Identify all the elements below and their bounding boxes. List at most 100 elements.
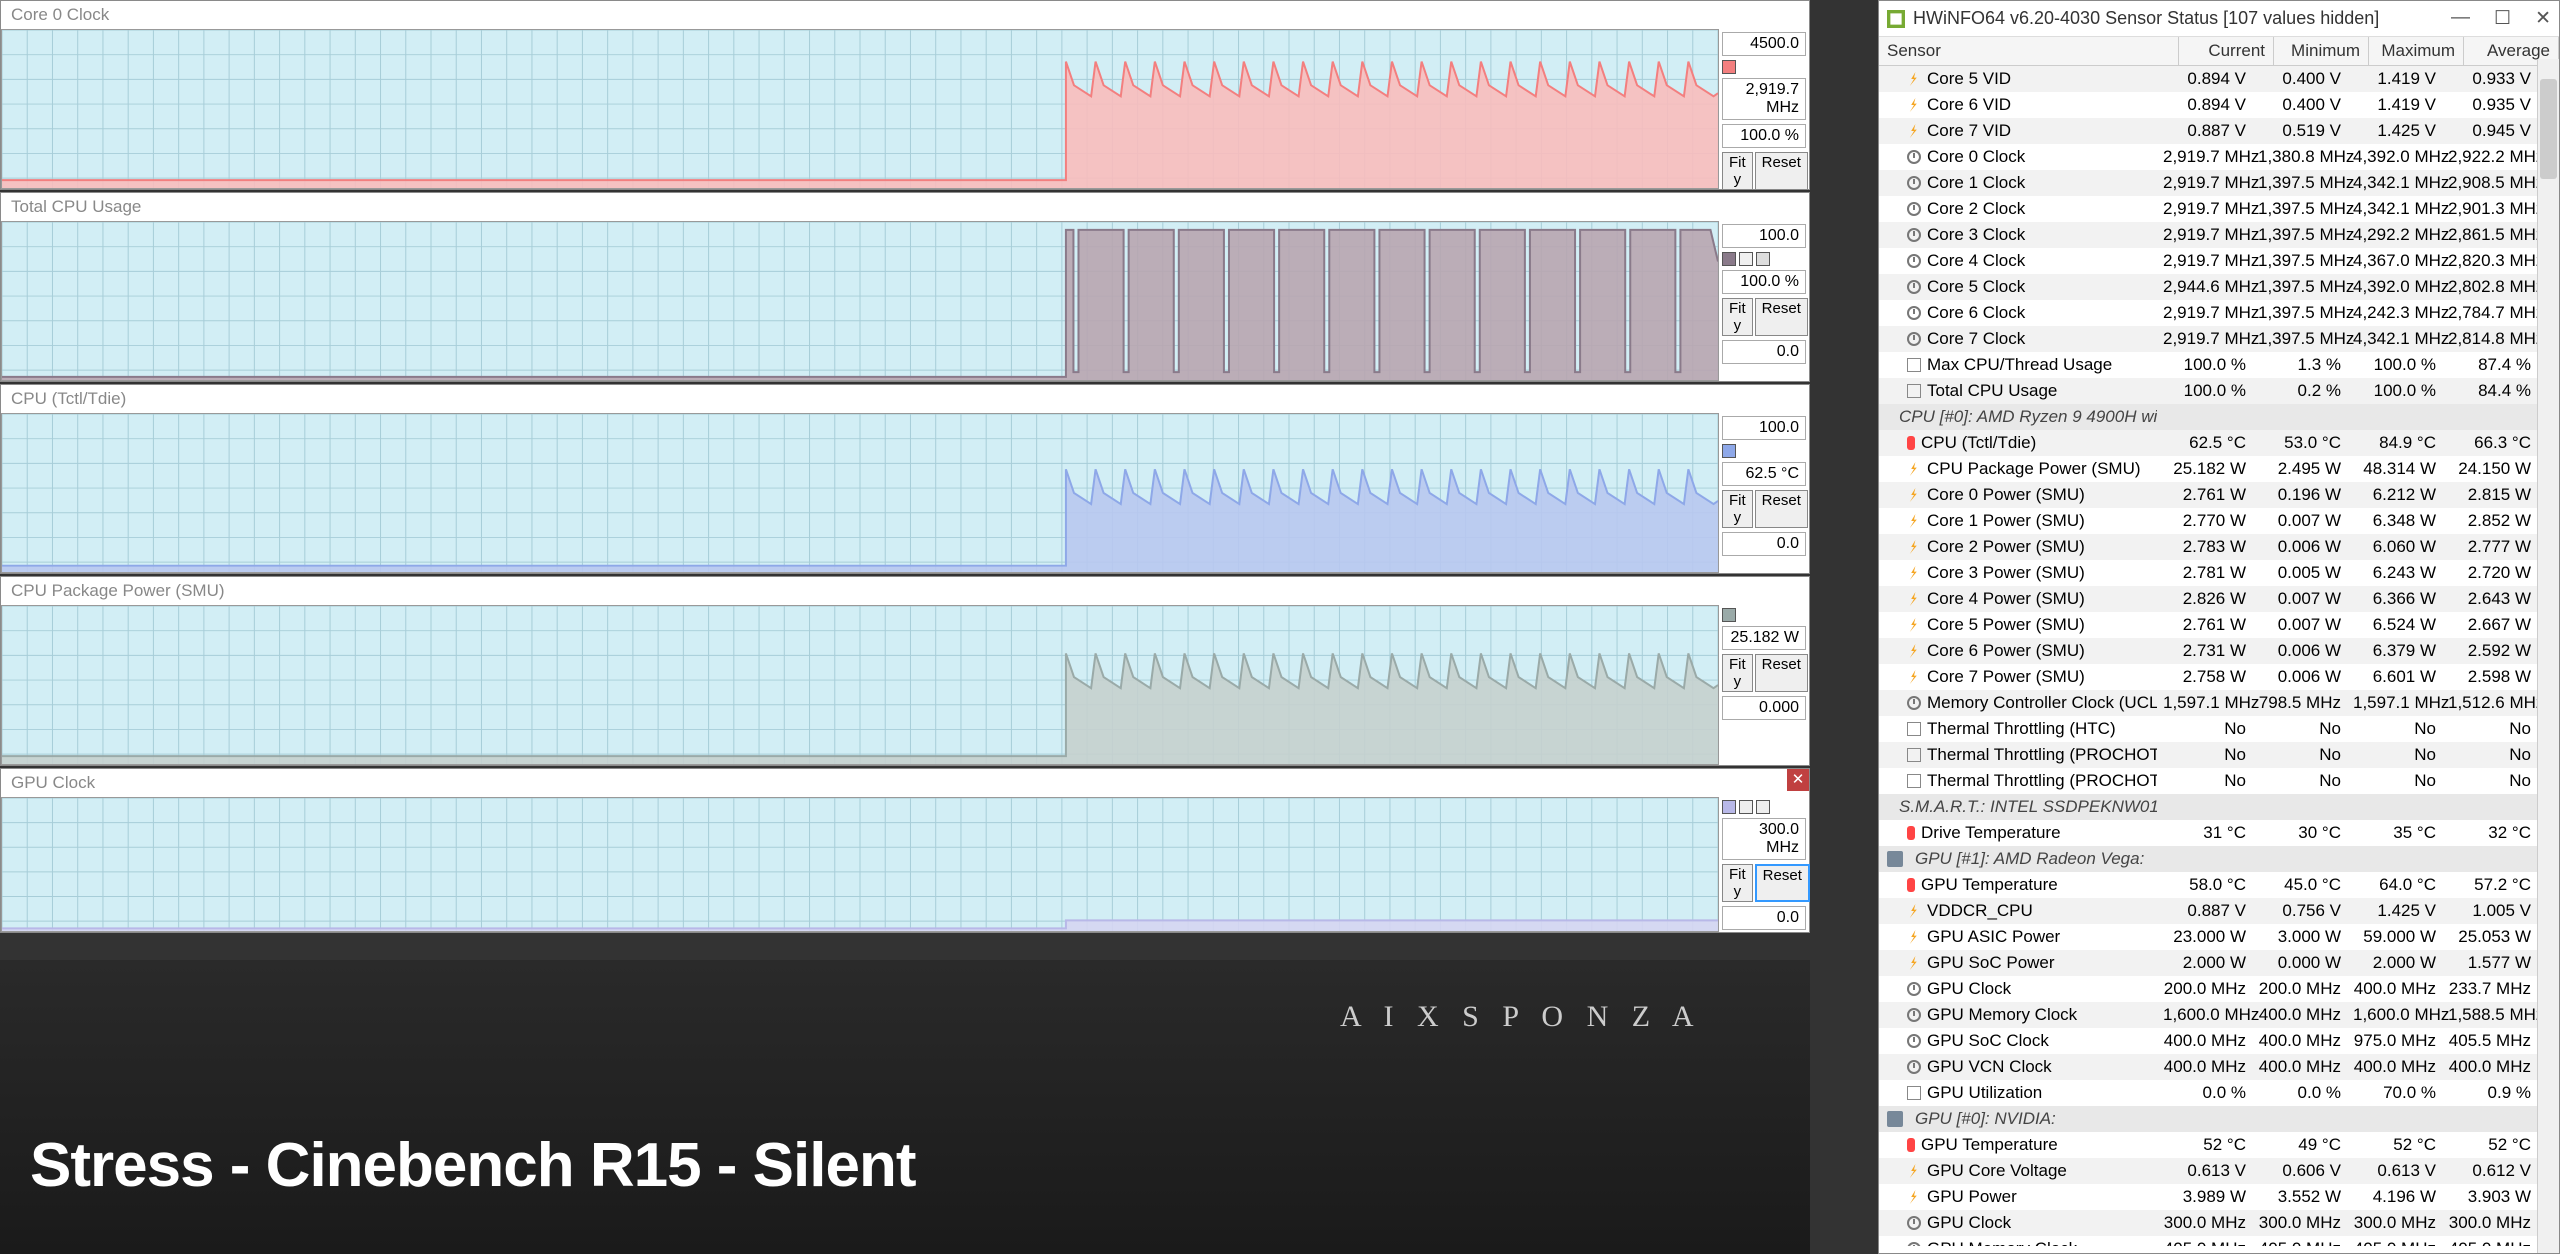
max-value[interactable]: 4500.0 (1722, 32, 1806, 56)
sensor-row[interactable]: GPU Utilization 0.0 % 0.0 % 70.0 % 0.9 % (1879, 1080, 2537, 1106)
scrollbar[interactable] (2537, 59, 2559, 1253)
sensor-row[interactable]: GPU Memory Clock 405.0 MHz 405.0 MHz 405… (1879, 1236, 2537, 1246)
sensor-row[interactable]: GPU VCN Clock 400.0 MHz 400.0 MHz 400.0 … (1879, 1054, 2537, 1080)
sensor-row[interactable]: Total CPU Usage 100.0 % 0.2 % 100.0 % 84… (1879, 378, 2537, 404)
reset-button[interactable]: Reset (1755, 152, 1808, 190)
val-min: 0.519 V (2252, 119, 2347, 143)
reset-button[interactable]: Reset (1755, 298, 1808, 336)
val-avg: 405.0 MHz (2442, 1237, 2537, 1246)
val-current: No (2157, 717, 2252, 741)
minimize-button[interactable]: — (2451, 7, 2470, 30)
sensor-row[interactable]: Drive Temperature 31 °C 30 °C 35 °C 32 °… (1879, 820, 2537, 846)
sensor-name: Max CPU/Thread Usage (1927, 355, 2112, 375)
sensor-row[interactable]: VDDCR_CPU 0.887 V 0.756 V 1.425 V 1.005 … (1879, 898, 2537, 924)
col-sensor[interactable]: Sensor (1879, 37, 2179, 65)
sensor-row[interactable]: CPU (Tctl/Tdie) 62.5 °C 53.0 °C 84.9 °C … (1879, 430, 2537, 456)
val-min (2252, 1117, 2347, 1121)
min-value[interactable]: 0.000 (1722, 696, 1806, 720)
sensor-row[interactable]: Core 0 Power (SMU) 2.761 W 0.196 W 6.212… (1879, 482, 2537, 508)
chart-canvas[interactable] (1, 29, 1719, 189)
series-swatch[interactable] (1756, 252, 1770, 266)
fit-y-button[interactable]: Fit y (1722, 490, 1753, 528)
sensor-row[interactable]: Core 2 Power (SMU) 2.783 W 0.006 W 6.060… (1879, 534, 2537, 560)
sensor-row[interactable]: GPU SoC Power 2.000 W 0.000 W 2.000 W 1.… (1879, 950, 2537, 976)
sensor-row[interactable]: Core 1 Clock 2,919.7 MHz 1,397.5 MHz 4,3… (1879, 170, 2537, 196)
sensor-row[interactable]: Core 5 Clock 2,944.6 MHz 1,397.5 MHz 4,3… (1879, 274, 2537, 300)
current-value[interactable]: 2,919.7 MHz (1722, 78, 1806, 120)
sensor-row[interactable]: GPU SoC Clock 400.0 MHz 400.0 MHz 975.0 … (1879, 1028, 2537, 1054)
col-current[interactable]: Current (2179, 37, 2274, 65)
sensor-row[interactable]: Core 2 Clock 2,919.7 MHz 1,397.5 MHz 4,3… (1879, 196, 2537, 222)
sensor-row[interactable]: GPU Core Voltage 0.613 V 0.606 V 0.613 V… (1879, 1158, 2537, 1184)
sensor-row[interactable]: Thermal Throttling (PROCHOT CPU) No No N… (1879, 742, 2537, 768)
reset-button[interactable]: Reset (1755, 654, 1808, 692)
val-max (2347, 805, 2442, 809)
fit-y-button[interactable]: Fit y (1722, 654, 1753, 692)
fit-y-button[interactable]: Fit y (1722, 298, 1753, 336)
sensor-row[interactable]: GPU Clock 300.0 MHz 300.0 MHz 300.0 MHz … (1879, 1210, 2537, 1236)
min-value[interactable]: 0.0 (1722, 532, 1806, 556)
maximize-button[interactable]: ☐ (2494, 7, 2511, 30)
chart-canvas[interactable] (1, 413, 1719, 573)
col-maximum[interactable]: Maximum (2369, 37, 2464, 65)
hwinfo-titlebar[interactable]: HWiNFO64 v6.20-4030 Sensor Status [107 v… (1879, 1, 2559, 37)
current-value[interactable]: 62.5 °C (1722, 462, 1806, 486)
sensor-row[interactable]: Core 0 Clock 2,919.7 MHz 1,380.8 MHz 4,3… (1879, 144, 2537, 170)
sensor-row[interactable]: Core 6 VID 0.894 V 0.400 V 1.419 V 0.935… (1879, 92, 2537, 118)
sensor-group-header[interactable]: GPU [#0]: NVIDIA: (1879, 1106, 2537, 1132)
sensor-group-header[interactable]: S.M.A.R.T.: INTEL SSDPEKNW010T8 (BTNH944… (1879, 794, 2537, 820)
sensor-row[interactable]: Core 6 Power (SMU) 2.731 W 0.006 W 6.379… (1879, 638, 2537, 664)
sensor-row[interactable]: GPU Power 3.989 W 3.552 W 4.196 W 3.903 … (1879, 1184, 2537, 1210)
sensor-row[interactable]: Max CPU/Thread Usage 100.0 % 1.3 % 100.0… (1879, 352, 2537, 378)
sensor-row[interactable]: Core 3 Power (SMU) 2.781 W 0.005 W 6.243… (1879, 560, 2537, 586)
max-value[interactable]: 100.0 (1722, 416, 1806, 440)
sensor-row[interactable]: Core 4 Power (SMU) 2.826 W 0.007 W 6.366… (1879, 586, 2537, 612)
series-swatch[interactable] (1722, 252, 1736, 266)
val-min: 0.0 % (2252, 1081, 2347, 1105)
sensor-row[interactable]: Core 5 VID 0.894 V 0.400 V 1.419 V 0.933… (1879, 66, 2537, 92)
scrollbar-thumb[interactable] (2540, 79, 2557, 179)
series-swatch[interactable] (1739, 800, 1753, 814)
min-value[interactable]: 0.0 (1722, 906, 1806, 930)
reset-button[interactable]: Reset (1755, 864, 1810, 902)
reset-button[interactable]: Reset (1755, 490, 1808, 528)
sensor-row[interactable]: GPU Clock 200.0 MHz 200.0 MHz 400.0 MHz … (1879, 976, 2537, 1002)
series-swatch[interactable] (1739, 252, 1753, 266)
sensor-row[interactable]: Core 5 Power (SMU) 2.761 W 0.007 W 6.524… (1879, 612, 2537, 638)
current-value[interactable]: 25.182 W (1722, 626, 1806, 650)
sensor-group-header[interactable]: CPU [#0]: AMD Ryzen 9 4900H with Radeon … (1879, 404, 2537, 430)
chart-canvas[interactable] (1, 797, 1719, 932)
max-value[interactable]: 100.0 (1722, 224, 1806, 248)
series-swatch[interactable] (1722, 800, 1736, 814)
series-swatch[interactable] (1722, 444, 1736, 458)
min-value[interactable]: 0.0 (1722, 340, 1806, 364)
sensor-row[interactable]: Core 7 VID 0.887 V 0.519 V 1.425 V 0.945… (1879, 118, 2537, 144)
sensor-row[interactable]: Core 4 Clock 2,919.7 MHz 1,397.5 MHz 4,3… (1879, 248, 2537, 274)
close-button[interactable]: ✕ (2535, 7, 2551, 30)
chart-canvas[interactable] (1, 605, 1719, 765)
series-swatch[interactable] (1756, 800, 1770, 814)
chart-close-button[interactable]: ✕ (1787, 769, 1809, 791)
sensor-row[interactable]: GPU Temperature 58.0 °C 45.0 °C 64.0 °C … (1879, 872, 2537, 898)
series-swatch[interactable] (1722, 60, 1736, 74)
sensor-row[interactable]: CPU Package Power (SMU) 25.182 W 2.495 W… (1879, 456, 2537, 482)
sensor-row[interactable]: Core 7 Clock 2,919.7 MHz 1,397.5 MHz 4,3… (1879, 326, 2537, 352)
sensor-row[interactable]: Memory Controller Clock (UCLK) 1,597.1 M… (1879, 690, 2537, 716)
fit-y-button[interactable]: Fit y (1722, 152, 1753, 190)
sensor-row[interactable]: GPU Memory Clock 1,600.0 MHz 400.0 MHz 1… (1879, 1002, 2537, 1028)
sensor-row[interactable]: GPU ASIC Power 23.000 W 3.000 W 59.000 W… (1879, 924, 2537, 950)
sensor-row[interactable]: Thermal Throttling (HTC) No No No No (1879, 716, 2537, 742)
pct-value[interactable]: 100.0 % (1722, 124, 1806, 148)
sensor-row[interactable]: Core 1 Power (SMU) 2.770 W 0.007 W 6.348… (1879, 508, 2537, 534)
sensor-row[interactable]: GPU Temperature 52 °C 49 °C 52 °C 52 °C (1879, 1132, 2537, 1158)
sensor-row[interactable]: Thermal Throttling (PROCHOT EXT) No No N… (1879, 768, 2537, 794)
sensor-row[interactable]: Core 6 Clock 2,919.7 MHz 1,397.5 MHz 4,2… (1879, 300, 2537, 326)
fit-y-button[interactable]: Fit y (1722, 864, 1753, 902)
chart-canvas[interactable] (1, 221, 1719, 381)
sensor-group-header[interactable]: GPU [#1]: AMD Radeon Vega: (1879, 846, 2537, 872)
current-value[interactable]: 100.0 % (1722, 270, 1806, 294)
sensor-row[interactable]: Core 7 Power (SMU) 2.758 W 0.006 W 6.601… (1879, 664, 2537, 690)
current-value[interactable]: 300.0 MHz (1722, 818, 1806, 860)
sensor-row[interactable]: Core 3 Clock 2,919.7 MHz 1,397.5 MHz 4,2… (1879, 222, 2537, 248)
col-minimum[interactable]: Minimum (2274, 37, 2369, 65)
